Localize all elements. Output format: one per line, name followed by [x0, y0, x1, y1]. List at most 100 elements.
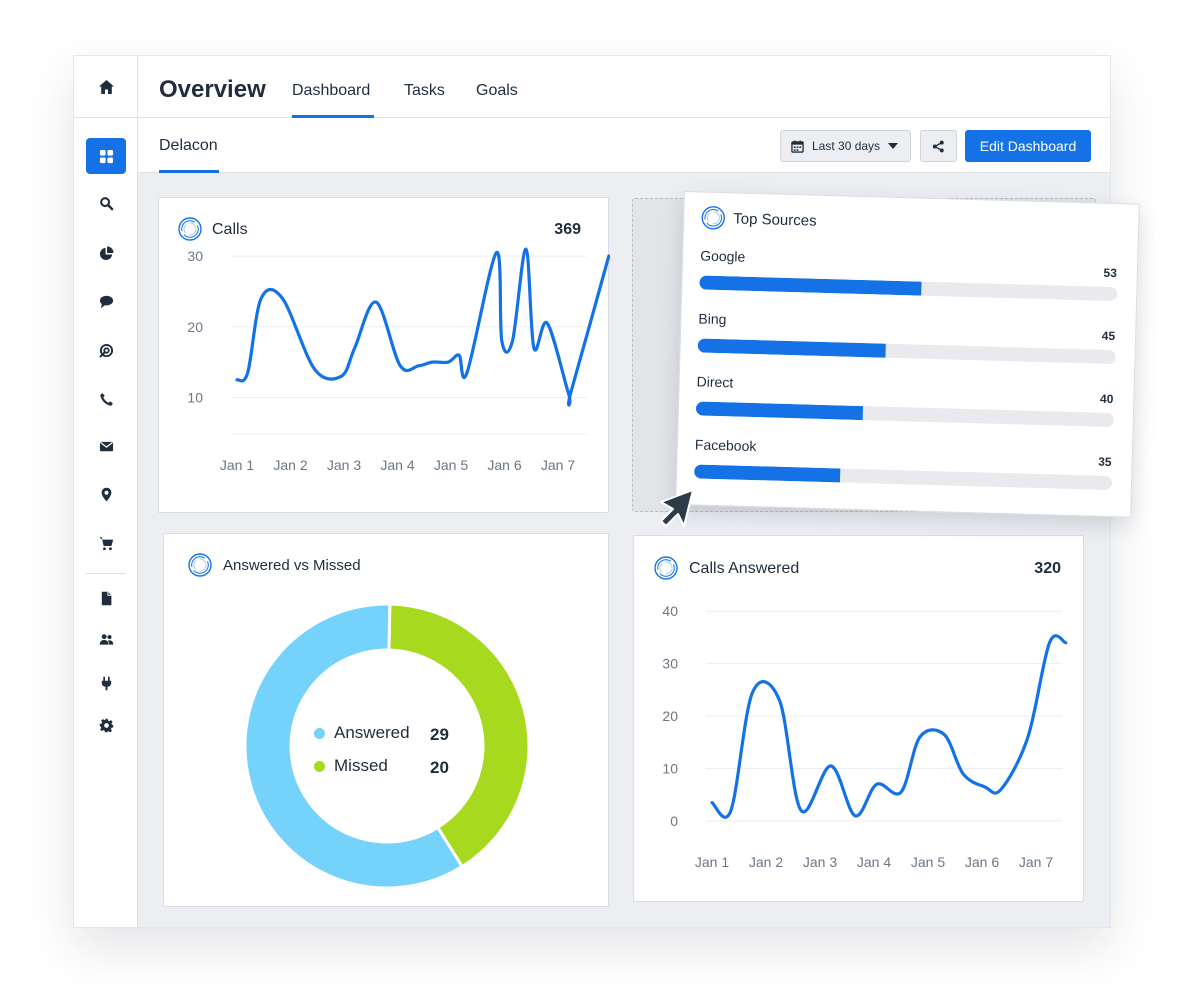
- share-button[interactable]: [920, 130, 957, 162]
- top-sources-card[interactable]: Top Sources Google 53 Bing 45 Direct 40 Facebo…: [675, 191, 1140, 518]
- sidebar: [74, 56, 138, 927]
- legend-value-missed: 20: [430, 758, 449, 777]
- answered-missed-donut-chart: [243, 602, 531, 890]
- legend-dot-answered: [314, 727, 325, 739]
- users-icon: [99, 633, 113, 645]
- calls-x-tick-label: Jan 2: [273, 457, 307, 473]
- widget-logo-icon: [188, 553, 212, 577]
- calls-answered-line-chart: 0 10 20 30 40 Jan 1 Jan 2 Jan 3 Jan 4 Jan 5 Jan 6 J…: [662, 603, 1068, 870]
- plug-icon: [101, 676, 111, 690]
- calls-x-tick-label: Jan 6: [487, 457, 521, 473]
- sidebar-item-integrations[interactable]: [86, 665, 126, 701]
- sidebar-item-documents[interactable]: [86, 580, 126, 616]
- sidebar-item-target[interactable]: [86, 332, 126, 368]
- sidebar-item-dashboard[interactable]: [86, 138, 126, 174]
- sub-bar: Delacon Last 30 days Edit Dashboard: [138, 118, 1110, 173]
- calls-answered-x-tick-label: Jan 6: [965, 854, 999, 870]
- calls-answered-x-tick-label: Jan 3: [803, 854, 837, 870]
- sidebar-item-users[interactable]: [86, 621, 126, 657]
- active-tab-indicator: [292, 115, 374, 118]
- source-label-facebook: Facebook: [694, 436, 757, 455]
- source-bar-direct: [695, 401, 864, 421]
- legend-label-answered: Answered: [334, 723, 410, 742]
- sidebar-divider: [86, 573, 126, 574]
- calls-answered-x-tick-label: Jan 5: [911, 854, 945, 870]
- settings-icon: [99, 718, 113, 732]
- calls-card-title: Calls: [212, 221, 248, 238]
- calls-line-chart: 10 20 30 Jan 1 Jan 2 Jan 3 Jan 4 Jan 5 Jan 6 Jan …: [187, 247, 610, 473]
- date-range-dropdown[interactable]: Last 30 days: [780, 130, 911, 162]
- document-icon: [101, 591, 111, 605]
- sidebar-item-ecommerce[interactable]: [86, 525, 126, 561]
- home-icon: [98, 79, 114, 94]
- sidebar-item-calls[interactable]: [86, 381, 126, 417]
- location-pin-icon: [101, 487, 111, 501]
- calls-y-tick-label: 20: [187, 319, 203, 335]
- calendar-icon: [791, 139, 804, 153]
- donut-slice-answered: [243, 602, 465, 890]
- calls-y-tick-label: 30: [187, 248, 203, 264]
- calls-x-tick-label: Jan 4: [380, 457, 414, 473]
- calls-x-tick-label: Jan 1: [220, 457, 254, 473]
- calls-answered-x-tick-label: Jan 2: [749, 854, 783, 870]
- sidebar-item-settings[interactable]: [86, 707, 126, 743]
- sidebar-item-search[interactable]: [86, 185, 126, 221]
- edit-dashboard-button[interactable]: Edit Dashboard: [965, 130, 1091, 162]
- widget-logo-icon: [178, 217, 202, 241]
- legend-item-missed: Missed: [314, 756, 388, 776]
- source-value-direct: 40: [1099, 391, 1114, 407]
- phone-icon: [99, 392, 113, 406]
- calls-x-tick-label: Jan 5: [434, 457, 468, 473]
- source-bar-track-facebook: [693, 464, 1113, 491]
- source-bar-track-bing: [697, 338, 1116, 365]
- donut-slice-missed: [387, 602, 531, 869]
- answered-missed-title: Answered vs Missed: [223, 557, 361, 574]
- source-bar-track-google: [699, 275, 1118, 302]
- calls-answered-title: Calls Answered: [689, 560, 800, 577]
- calls-answered-y-tick-label: 30: [662, 656, 678, 672]
- active-subtab-indicator: [159, 170, 219, 173]
- client-tab-delacon[interactable]: Delacon: [159, 137, 218, 154]
- source-value-google: 53: [1103, 265, 1118, 281]
- tab-goals[interactable]: Goals: [476, 82, 518, 99]
- calls-answered-y-tick-label: 10: [662, 761, 678, 777]
- page-title: Overview: [159, 76, 266, 103]
- calls-answered-x-tick-label: Jan 7: [1019, 854, 1053, 870]
- calls-total: 369: [554, 221, 581, 238]
- calls-x-tick-label: Jan 7: [541, 457, 575, 473]
- source-bar-track-direct: [695, 401, 1114, 428]
- legend-label-missed: Missed: [334, 756, 388, 775]
- calls-answered-x-tick-label: Jan 1: [695, 854, 729, 870]
- calls-answered-series-line: [710, 634, 1068, 819]
- sidebar-item-locations[interactable]: [86, 476, 126, 512]
- tab-dashboard[interactable]: Dashboard: [292, 82, 371, 99]
- sidebar-item-chat[interactable]: [86, 283, 126, 319]
- pie-chart-icon: [99, 246, 113, 260]
- source-label-direct: Direct: [696, 373, 734, 391]
- mail-icon: [99, 441, 113, 451]
- source-value-facebook: 35: [1098, 454, 1112, 470]
- sidebar-item-email[interactable]: [86, 428, 126, 464]
- chat-icon: [99, 295, 113, 308]
- sidebar-item-reports[interactable]: [86, 235, 126, 271]
- calls-answered-card: Calls Answered 320 0 10 20 30 40 Jan 1 Jan 2 Ja…: [633, 535, 1084, 902]
- legend-dot-missed: [314, 760, 325, 772]
- calls-y-tick-label: 10: [187, 389, 203, 405]
- tab-tasks[interactable]: Tasks: [404, 82, 445, 99]
- chevron-down-icon: [888, 143, 899, 149]
- source-bar-google: [699, 275, 922, 296]
- sidebar-item-home[interactable]: [74, 56, 138, 118]
- cart-icon: [98, 536, 113, 550]
- source-value-bing: 45: [1101, 328, 1116, 344]
- source-bar-bing: [697, 338, 886, 358]
- legend-value-answered: 29: [430, 725, 449, 744]
- answered-missed-card: Answered vs Missed Answered 29 Missed 20: [163, 533, 609, 907]
- calls-card: Calls 369 10 20 30 Jan 1 Jan 2 Jan 3 Jan 4 Jan …: [158, 197, 610, 513]
- source-label-bing: Bing: [698, 310, 727, 328]
- search-icon: [99, 196, 113, 210]
- calls-answered-y-tick-label: 40: [662, 603, 678, 619]
- calls-x-tick-label: Jan 3: [327, 457, 361, 473]
- share-icon: [932, 140, 944, 152]
- calls-answered-y-tick-label: 0: [670, 813, 678, 829]
- legend-item-answered: Answered: [314, 723, 410, 743]
